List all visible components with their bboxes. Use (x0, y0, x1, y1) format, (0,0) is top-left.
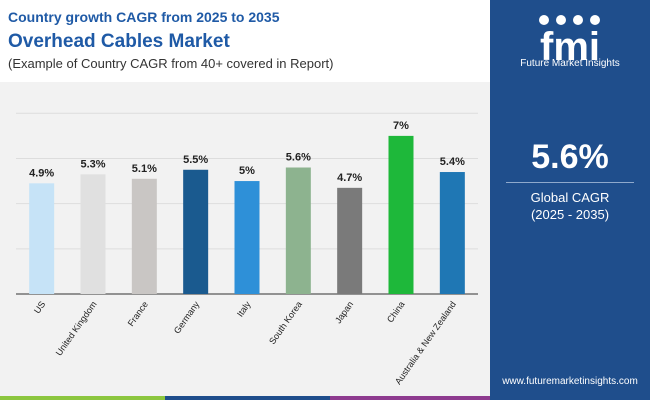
bar-united-kingdom (80, 174, 106, 294)
bar-australia-new-zealand (439, 172, 465, 294)
x-tick-label: France (126, 299, 150, 328)
x-tick-label: Australia & New Zealand (393, 299, 458, 386)
bar-us (29, 183, 55, 294)
x-tick-label: South Korea (267, 299, 304, 346)
brand-name: Future Market Insights (520, 58, 620, 69)
data-label: 5.5% (183, 154, 208, 166)
x-tick-label: US (32, 299, 47, 315)
global-cagr-label: Global CAGR (530, 190, 610, 205)
chart-note: (Example of Country CAGR from 40+ covere… (8, 56, 334, 71)
global-cagr-value: 5.6% (531, 138, 609, 176)
data-label: 5.3% (80, 158, 105, 170)
bar-italy (234, 181, 260, 294)
data-label: 5.1% (132, 163, 157, 175)
data-label: 4.9% (29, 167, 54, 179)
website-link[interactable]: www.futuremarketinsights.com (502, 376, 638, 387)
chart-header: Country growth CAGR from 2025 to 2035 Ov… (0, 0, 490, 82)
strip-segment-blue (165, 396, 330, 400)
x-tick-label: Germany (172, 299, 202, 335)
data-label: 7% (393, 120, 409, 132)
color-strip (0, 396, 650, 400)
data-label: 5% (239, 165, 255, 177)
bar-china (388, 135, 414, 294)
logo-dot-icon (556, 15, 566, 25)
fmi-logo: fmi (539, 15, 600, 69)
bar-chart: 4.9% US 5.3% United Kingdom 5.1% France 5.5% Ge… (16, 112, 478, 386)
logo-text: fmi (540, 25, 600, 69)
logo-dot-icon (573, 15, 583, 25)
chart-subtitle: Country growth CAGR from 2025 to 2035 (8, 9, 280, 25)
x-tick-label: Italy (235, 299, 253, 319)
bar-japan (337, 187, 363, 294)
side-panel: fmi Future Market Insights 5.6% Global C… (490, 0, 650, 400)
data-label: 4.7% (337, 172, 362, 184)
global-cagr-period: (2025 - 2035) (530, 207, 610, 222)
data-label: 5.4% (440, 156, 465, 168)
logo-dot-icon (590, 15, 600, 25)
logo-dot-icon (539, 15, 549, 25)
bar-france (131, 178, 157, 294)
divider (506, 182, 634, 183)
strip-segment-navy (490, 396, 650, 400)
bar-germany (183, 169, 209, 294)
strip-segment-green (0, 396, 165, 400)
bar-south-korea (285, 167, 311, 294)
x-tick-label: Japan (333, 299, 355, 325)
data-label: 5.6% (286, 152, 311, 164)
x-tick-label: China (385, 299, 407, 324)
chart-title: Overhead Cables Market (8, 31, 230, 52)
strip-segment-purple (330, 396, 490, 400)
x-tick-label: United Kingdom (54, 299, 99, 357)
